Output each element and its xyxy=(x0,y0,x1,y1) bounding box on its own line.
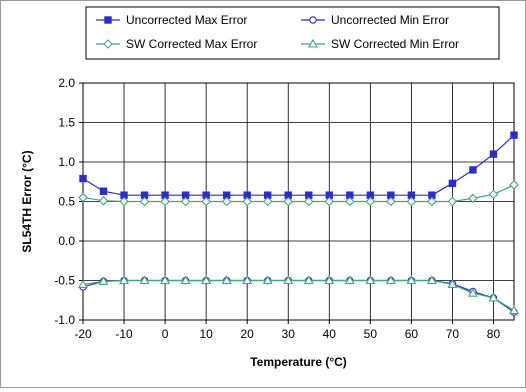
x-tick-label: 0 xyxy=(162,327,169,341)
data-point xyxy=(221,196,232,207)
data-point xyxy=(119,275,129,285)
x-tick-label: 80 xyxy=(487,327,501,341)
data-point xyxy=(406,275,417,285)
legend-label: SW Corrected Min Error xyxy=(331,37,459,51)
data-point xyxy=(489,150,498,158)
data-point xyxy=(468,193,478,204)
data-point xyxy=(386,196,396,207)
data-point xyxy=(79,174,87,183)
data-point xyxy=(242,196,252,207)
data-point xyxy=(201,196,211,207)
data-point xyxy=(262,196,273,207)
data-point xyxy=(447,196,458,207)
legend-entry: SW Corrected Max Error xyxy=(96,37,257,51)
series-3 xyxy=(78,180,519,207)
data-point xyxy=(139,275,150,285)
data-point xyxy=(510,131,518,139)
y-tick-label: -1.0 xyxy=(54,313,75,327)
legend-label: SW Corrected Max Error xyxy=(126,37,257,51)
data-point xyxy=(262,275,273,285)
x-axis-title: Temperature (°C) xyxy=(250,355,347,369)
data-point xyxy=(427,196,437,207)
data-point xyxy=(99,187,108,195)
x-tick-label: 50 xyxy=(364,327,378,341)
legend-marker xyxy=(103,39,113,49)
plot-area: -1.0 -0.5 0.0 0.5 1.0 1.5 2.0 -20 -10 0 10 20 30 40 50… xyxy=(54,76,519,341)
data-point xyxy=(488,189,499,200)
x-tick-label: 10 xyxy=(199,327,213,341)
data-point xyxy=(488,292,499,302)
y-tick-label: 0.5 xyxy=(58,195,75,209)
y-tick-label: -0.5 xyxy=(54,274,75,288)
data-point xyxy=(180,196,191,207)
data-point xyxy=(365,196,376,207)
data-point xyxy=(303,196,314,207)
data-point xyxy=(98,195,109,206)
legend-label: Uncorrected Min Error xyxy=(331,13,449,27)
data-point xyxy=(283,196,294,207)
data-point xyxy=(448,179,457,188)
x-tick-label: -20 xyxy=(74,327,92,341)
series-line xyxy=(82,184,515,203)
y-axis-title: SL54TH Error (°C) xyxy=(20,150,34,252)
legend-entry: Uncorrected Min Error xyxy=(301,13,449,27)
data-point xyxy=(345,196,355,207)
data-point xyxy=(447,279,458,289)
data-point xyxy=(78,279,88,289)
x-tick-label: 30 xyxy=(282,327,296,341)
x-tick-label: 70 xyxy=(446,327,460,341)
legend-marker xyxy=(308,38,318,48)
series-4 xyxy=(78,275,519,315)
legend-marker xyxy=(104,16,112,24)
data-point xyxy=(180,275,191,285)
data-point xyxy=(344,275,355,285)
data-point xyxy=(324,275,335,285)
legend-entry: SW Corrected Min Error xyxy=(301,37,459,51)
series-line xyxy=(82,134,515,196)
data-point xyxy=(426,275,437,285)
series-1 xyxy=(79,131,518,199)
data-point xyxy=(160,196,170,207)
legend: Uncorrected Max Error Uncorrected Min Err… xyxy=(85,6,500,60)
legend-box xyxy=(85,6,500,60)
legend-entry: Uncorrected Max Error xyxy=(96,13,247,27)
legend-marker xyxy=(309,16,317,24)
y-tick-label: 1.5 xyxy=(58,116,75,130)
y-tick-label: 1.0 xyxy=(58,155,75,169)
data-point xyxy=(78,192,88,203)
data-point xyxy=(283,275,294,285)
data-point xyxy=(139,196,150,207)
x-tick-label: 60 xyxy=(405,327,419,341)
y-tick-label: 2.0 xyxy=(58,76,75,90)
data-point xyxy=(160,275,171,285)
data-point xyxy=(201,275,212,285)
legend-label: Uncorrected Max Error xyxy=(126,13,247,27)
y-tick-label: 0.0 xyxy=(58,234,75,248)
data-point xyxy=(242,275,253,285)
data-point xyxy=(509,180,519,190)
data-point xyxy=(468,288,478,297)
data-point xyxy=(303,275,314,285)
data-point xyxy=(324,196,335,207)
x-tick-label: -10 xyxy=(115,327,133,341)
x-tick-label: 20 xyxy=(241,327,255,341)
data-point xyxy=(119,196,129,207)
data-point xyxy=(98,276,109,285)
data-point xyxy=(406,196,417,207)
data-point xyxy=(385,275,396,285)
data-point xyxy=(365,275,376,285)
x-tick-label: 40 xyxy=(323,327,337,341)
data-point xyxy=(469,166,477,174)
series-line xyxy=(82,279,515,312)
data-point xyxy=(509,305,519,315)
data-point xyxy=(221,275,232,285)
